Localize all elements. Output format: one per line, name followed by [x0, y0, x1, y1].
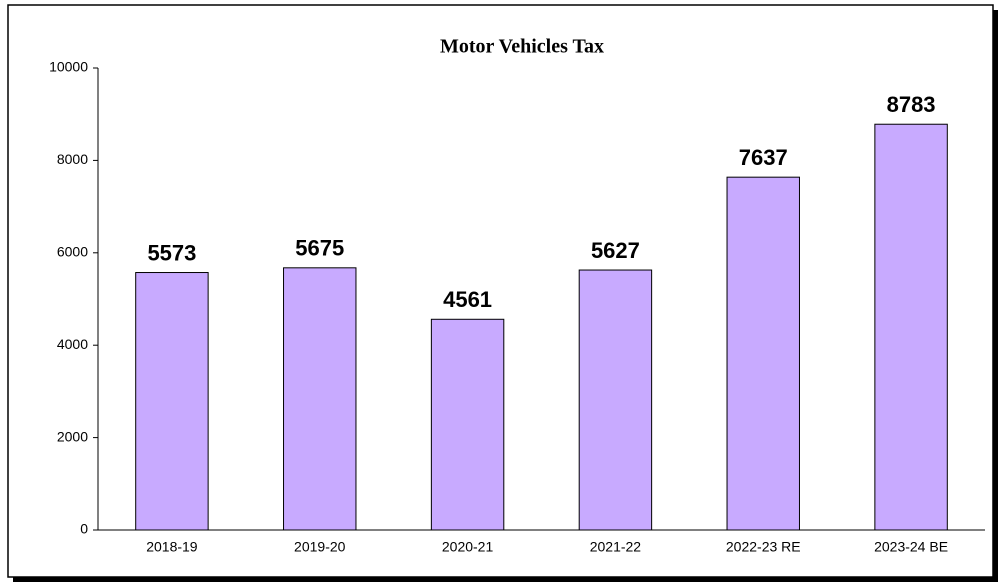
- data-label: 8783: [887, 92, 936, 117]
- chart-title: Motor Vehicles Tax: [440, 36, 604, 58]
- y-tick-label: 2000: [57, 428, 88, 444]
- bar: [430, 318, 505, 531]
- data-label: 5627: [591, 238, 640, 263]
- bar: [726, 176, 800, 531]
- x-tick-label: 2019-20: [294, 539, 346, 555]
- bar: [578, 269, 653, 531]
- x-tick-label: 2020-21: [442, 539, 494, 555]
- bar: [874, 123, 948, 531]
- y-tick-label: 6000: [57, 244, 88, 260]
- y-tick-label: 0: [80, 521, 88, 537]
- data-label: 7637: [739, 145, 788, 170]
- x-tick-label: 2021-22: [590, 539, 642, 555]
- bar: [283, 267, 357, 531]
- x-tick-label: 2023-24 BE: [874, 539, 948, 555]
- data-label: 5675: [295, 236, 344, 261]
- data-label: 4561: [443, 287, 492, 312]
- data-label: 5573: [147, 240, 196, 265]
- y-tick-label: 8000: [57, 151, 88, 167]
- y-tick-label: 4000: [57, 336, 88, 352]
- y-tick-label: 10000: [49, 59, 88, 75]
- x-tick-label: 2018-19: [146, 539, 198, 555]
- x-tick-label: 2022-23 RE: [726, 539, 801, 555]
- bar: [135, 272, 209, 531]
